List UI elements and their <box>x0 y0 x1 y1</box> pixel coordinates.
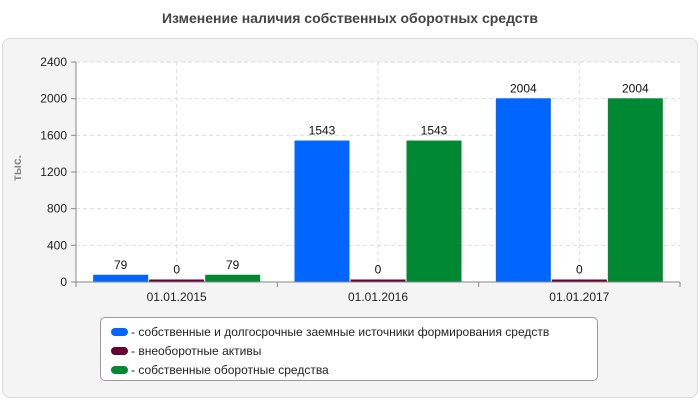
bar-value-label: 2004 <box>622 81 649 95</box>
y-tick-label: 800 <box>47 202 67 216</box>
legend-label-working-capital: - собственные оборотные средства <box>131 362 329 377</box>
chart-title: Изменение наличия собственных оборотных … <box>161 10 539 26</box>
bar <box>607 98 663 282</box>
bar <box>294 140 350 282</box>
x-tick-label: 01.01.2015 <box>147 290 207 304</box>
legend-item-working-capital[interactable]: - собственные оборотные средства <box>111 360 587 379</box>
legend-label-sources: - собственные и долгосрочные заемные ист… <box>131 324 550 339</box>
bar <box>495 98 551 282</box>
y-tick-label: 1600 <box>40 128 67 142</box>
y-tick-label: 400 <box>47 238 67 252</box>
bar <box>93 274 149 282</box>
bar-value-label: 79 <box>114 258 128 272</box>
bar-value-label: 0 <box>375 263 382 277</box>
legend-swatch-sources <box>111 327 128 336</box>
legend-item-noncurrent-assets[interactable]: - внеоборотные активы <box>111 341 587 360</box>
bar-value-label: 1543 <box>421 124 448 138</box>
bar <box>406 140 462 282</box>
bar <box>350 279 406 282</box>
legend-swatch-working-capital <box>111 365 128 374</box>
bar-value-label: 2004 <box>510 81 537 95</box>
legend: - собственные и долгосрочные заемные ист… <box>100 317 598 381</box>
x-tick-label: 01.01.2017 <box>549 290 609 304</box>
bar <box>205 274 261 282</box>
bar-value-label: 0 <box>576 263 583 277</box>
y-tick-label: 0 <box>60 275 67 289</box>
legend-label-noncurrent-assets: - внеоборотные активы <box>131 343 262 358</box>
y-tick-label: 1200 <box>40 165 67 179</box>
bar <box>149 279 205 282</box>
bar <box>551 279 607 282</box>
bar-value-label: 1543 <box>309 124 336 138</box>
x-tick-label: 01.01.2016 <box>348 290 408 304</box>
bar-value-label: 79 <box>226 258 240 272</box>
y-axis-label: тыс. <box>10 155 24 181</box>
legend-swatch-noncurrent-assets <box>111 346 128 355</box>
legend-item-sources[interactable]: - собственные и долгосрочные заемные ист… <box>111 322 587 341</box>
y-tick-label: 2000 <box>40 92 67 106</box>
y-tick-label: 2400 <box>40 55 67 69</box>
bar-value-label: 0 <box>173 263 180 277</box>
